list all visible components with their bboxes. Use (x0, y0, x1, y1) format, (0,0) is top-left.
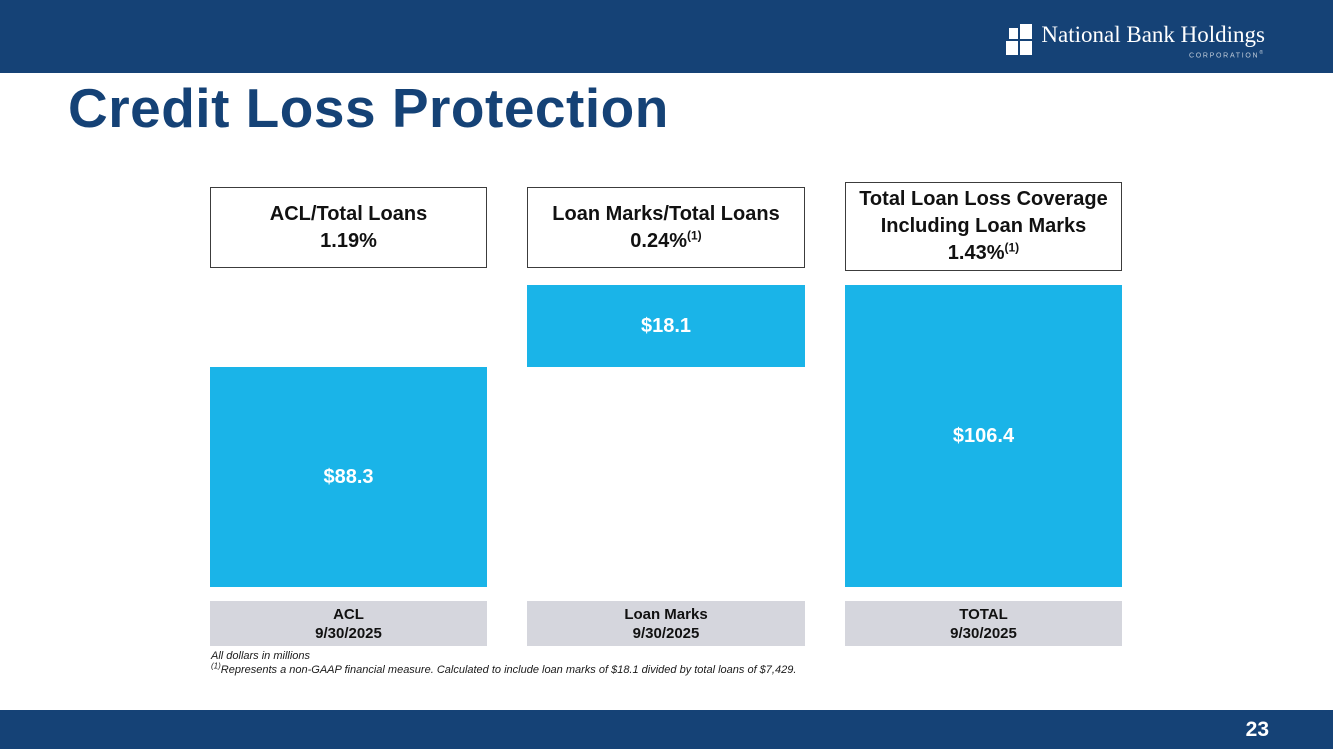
bar-value-label: $106.4 (952, 424, 1015, 447)
ratio-label-line2: Including Loan Marks (880, 215, 1087, 237)
ratio-value: 0.24%(1) (630, 227, 702, 252)
axis-line1: ACL (333, 605, 364, 623)
ratio-box-acl: ACL/Total Loans 1.19% (210, 187, 487, 268)
ratio-value: 1.19% (320, 229, 377, 252)
page-title: Credit Loss Protection (68, 77, 669, 139)
axis-line2: 9/30/2025 (950, 624, 1017, 642)
footnotes: All dollars in millions (1)Represents a … (211, 649, 796, 677)
footnote-non-gaap: (1)Represents a non-GAAP financial measu… (211, 661, 797, 676)
logo-company-name: National Bank Holdings (1041, 22, 1265, 47)
logo: National Bank Holdings CORPORATION® (1006, 22, 1265, 60)
bar-total: $106.4 (845, 285, 1122, 587)
ratio-label: ACL/Total Loans (269, 202, 428, 225)
axis-label-acl: ACL 9/30/2025 (210, 601, 487, 646)
footnote-ref: (1) (687, 227, 702, 242)
page-number: 23 (1245, 717, 1269, 741)
axis-line1: Loan Marks (624, 605, 708, 623)
bar-loan-marks: $18.1 (527, 285, 805, 367)
axis-line1: TOTAL (959, 605, 1008, 623)
footnote-ref: (1) (211, 661, 221, 671)
ratio-box-loan-marks: Loan Marks/Total Loans 0.24%(1) (527, 187, 805, 268)
footnote-units: All dollars in millions (211, 650, 311, 662)
bar-value-label: $18.1 (640, 314, 692, 337)
bottom-bar: 23 (0, 710, 1333, 749)
bar-value-label: $88.3 (323, 465, 374, 488)
logo-square (1006, 40, 1019, 55)
nbh-squares-icon (1006, 24, 1033, 55)
ratio-box-total: Total Loan Loss Coverage Including Loan … (845, 182, 1122, 271)
ratio-value: 1.43%(1) (947, 240, 1020, 264)
axis-line2: 9/30/2025 (632, 624, 700, 642)
bar-acl: $88.3 (210, 367, 487, 587)
registered-mark: ® (1259, 50, 1263, 56)
axis-line2: 9/30/2025 (315, 624, 382, 642)
logo-square (1020, 24, 1033, 39)
logo-square-small (1009, 27, 1019, 39)
logo-corporation-label: CORPORATION® (1189, 50, 1263, 60)
ratio-label: Total Loan Loss Coverage (859, 188, 1108, 210)
ratio-label: Loan Marks/Total Loans (552, 202, 780, 225)
footnote-ref: (1) (1004, 240, 1020, 255)
logo-text: National Bank Holdings CORPORATION® (1041, 22, 1265, 60)
axis-label-loan-marks: Loan Marks 9/30/2025 (527, 601, 805, 646)
logo-square (1020, 40, 1033, 55)
top-bar: National Bank Holdings CORPORATION® (0, 0, 1333, 73)
axis-label-total: TOTAL 9/30/2025 (845, 601, 1122, 646)
